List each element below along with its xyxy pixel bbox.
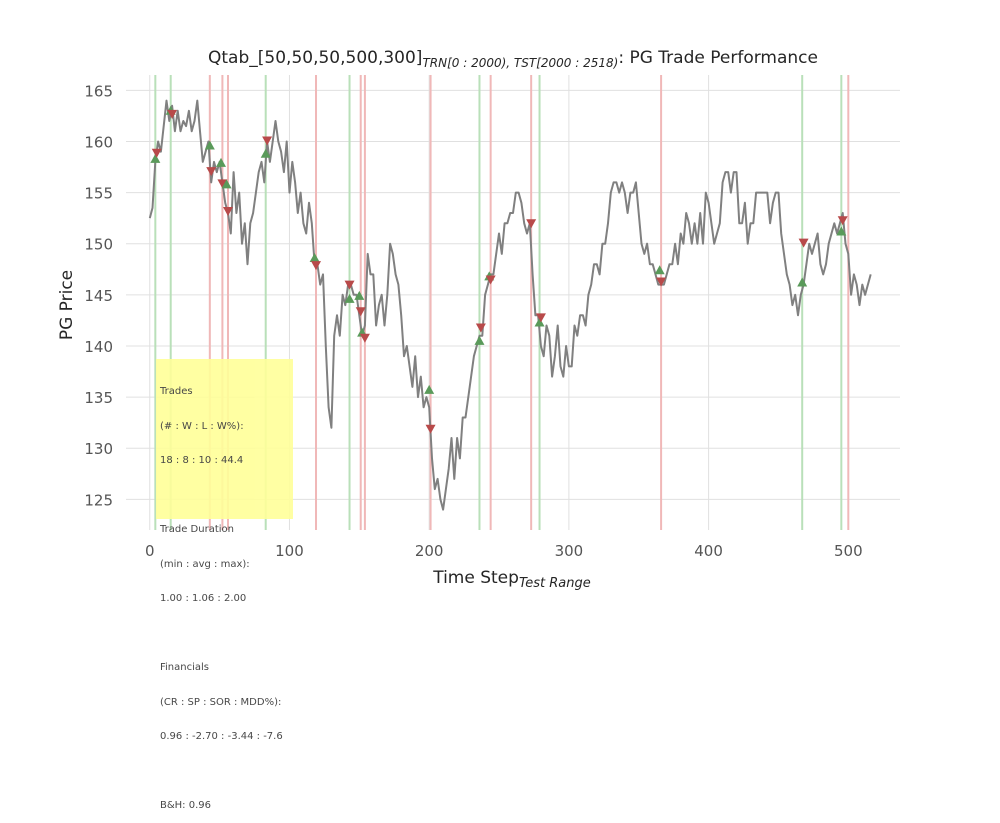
x-tick-label: 0 xyxy=(145,542,155,560)
duration-values: 1.00 : 1.06 : 2.00 xyxy=(160,593,247,604)
x-axis-label: Time StepTest Range xyxy=(432,568,591,591)
trades-fields: (# : W : L : W%): xyxy=(160,420,244,432)
buy-and-hold: B&H: 0.96 xyxy=(160,800,211,811)
buy-marker xyxy=(344,293,355,303)
x-axis-label-subscript: Test Range xyxy=(519,576,591,591)
y-tick-label: 160 xyxy=(84,133,113,151)
buy-marker xyxy=(424,384,435,394)
sell-marker xyxy=(526,219,537,229)
sell-marker xyxy=(206,167,217,177)
y-tick-label: 130 xyxy=(84,440,113,458)
duration-fields: (min : avg : max): xyxy=(160,558,250,570)
x-tick-label: 500 xyxy=(834,542,863,560)
buy-marker xyxy=(354,290,365,300)
y-tick-label: 155 xyxy=(84,185,113,203)
duration-heading: Trade Duration xyxy=(160,524,234,535)
trades-values: 18 : 8 : 10 : 44.4 xyxy=(160,455,244,466)
title-subscript: TRN[0 : 2000), TST[2000 : 2518) xyxy=(422,56,618,70)
x-tick-label: 200 xyxy=(415,542,444,560)
sell-marker xyxy=(217,179,228,189)
title-tail: : PG Trade Performance xyxy=(618,48,818,68)
trades-heading: Trades xyxy=(160,386,193,397)
x-tick-label: 300 xyxy=(555,542,584,560)
sell-marker xyxy=(222,206,233,216)
price-line xyxy=(148,99,872,511)
financials-values: 0.96 : -2.70 : -3.44 : -7.6 xyxy=(160,731,283,742)
y-tick-label: 140 xyxy=(84,338,113,356)
y-tick-label: 150 xyxy=(84,236,113,254)
trade-lines xyxy=(154,75,850,530)
financials-heading: Financials xyxy=(160,662,209,673)
sell-marker xyxy=(475,323,486,333)
sell-marker xyxy=(355,307,366,317)
y-axis-label: PG Price xyxy=(57,270,77,340)
title-main: Qtab_[50,50,50,500,300] xyxy=(208,48,422,68)
y-tick-label: 145 xyxy=(84,287,113,305)
sell-marker xyxy=(485,275,496,285)
buy-marker xyxy=(150,153,161,163)
buy-marker xyxy=(204,140,215,150)
financials-fields: (CR : SP : SOR : MDD%): xyxy=(160,696,282,708)
sell-marker xyxy=(167,109,178,119)
y-tick-label: 165 xyxy=(84,82,113,100)
buy-marker xyxy=(474,335,485,345)
sell-marker xyxy=(344,280,355,290)
x-axis-label-main: Time Step xyxy=(432,568,519,588)
y-tick-label: 125 xyxy=(84,491,113,509)
tick-labels: 125 130 135 140 145 150 155 160 165 0 100 200 300 400… xyxy=(84,82,862,560)
buy-marker xyxy=(797,277,808,287)
sell-marker xyxy=(535,313,546,323)
sell-marker xyxy=(425,424,436,434)
sell-marker xyxy=(151,148,162,158)
buy-marker xyxy=(534,317,545,327)
trade-stats-box: Trades (# : W : L : W%): 18 : 8 : 10 : 4… xyxy=(156,359,293,811)
sell-marker xyxy=(798,238,809,248)
buy-marker xyxy=(654,265,665,275)
buy-marker xyxy=(216,157,227,167)
price-series xyxy=(148,99,872,511)
chart-title: Qtab_[50,50,50,500,300]TRN[0 : 2000), TS… xyxy=(208,48,818,70)
chart: 125 130 135 140 145 150 155 160 165 0 100 200 300 400… xyxy=(57,48,900,591)
buy-marker xyxy=(260,148,271,158)
grid xyxy=(126,75,900,530)
sell-marker xyxy=(837,216,848,226)
sell-marker xyxy=(262,136,273,146)
buy-marker xyxy=(221,179,232,189)
buy-marker xyxy=(836,226,847,236)
sell-marker xyxy=(359,333,370,343)
y-tick-label: 135 xyxy=(84,389,113,407)
x-tick-label: 400 xyxy=(694,542,723,560)
x-tick-label: 100 xyxy=(275,542,304,560)
sell-marker xyxy=(311,261,322,271)
sell-marker xyxy=(656,277,667,287)
buy-marker xyxy=(309,253,320,263)
trade-markers xyxy=(150,105,848,434)
